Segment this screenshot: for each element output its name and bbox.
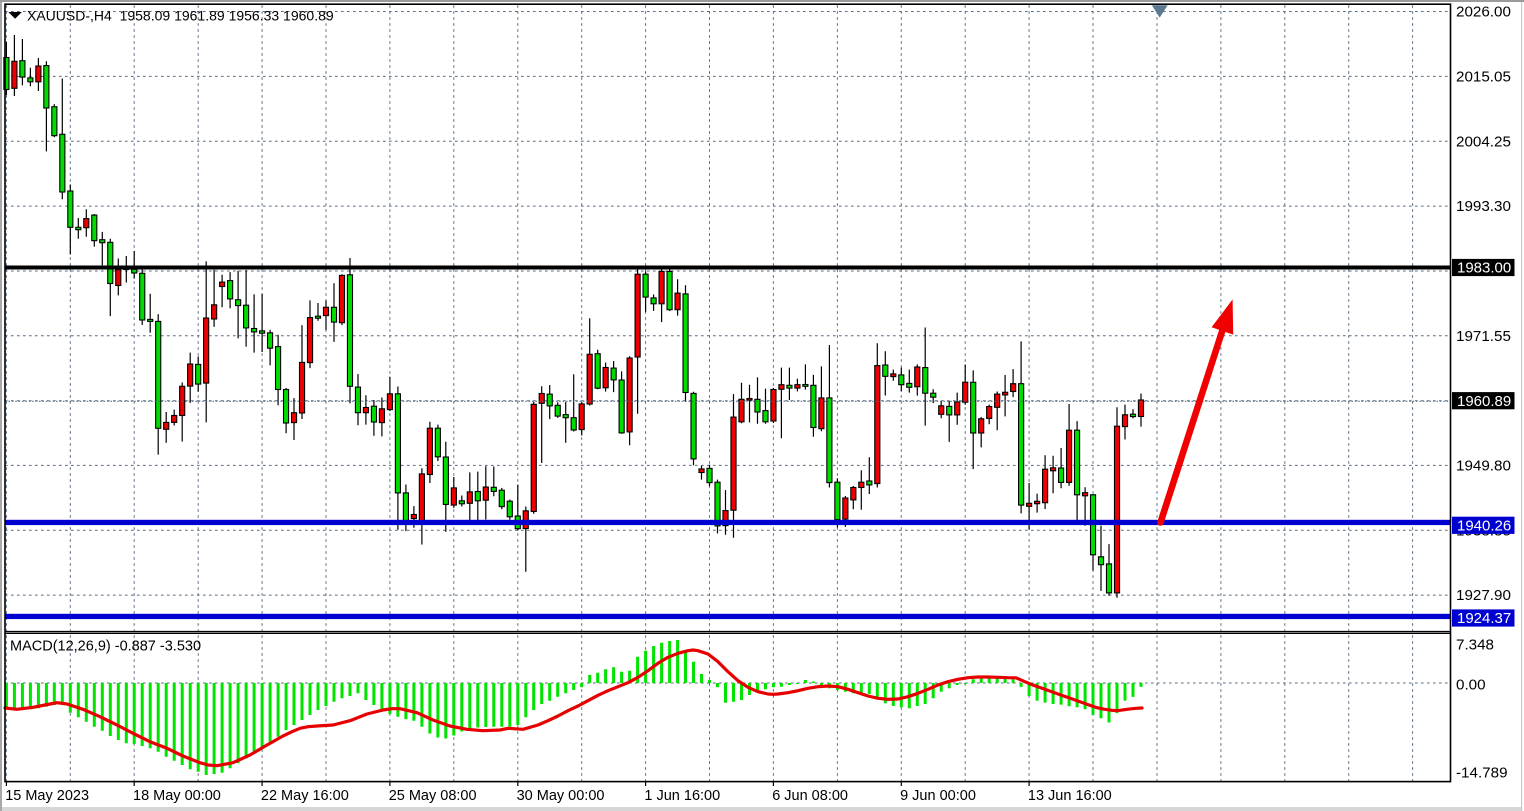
svg-text:XAUUSD-,H4 1958.09 1961.89 19: XAUUSD-,H4 1958.09 1961.89 1956.33 1960.… xyxy=(27,7,334,23)
svg-text:9 Jun 00:00: 9 Jun 00:00 xyxy=(900,788,976,804)
svg-text:-14.789: -14.789 xyxy=(1456,764,1508,781)
svg-text:0.00: 0.00 xyxy=(1456,676,1486,693)
svg-text:1 Jun 16:00: 1 Jun 16:00 xyxy=(644,788,720,804)
svg-text:7.348: 7.348 xyxy=(1456,637,1494,654)
svg-text:13 Jun 16:00: 13 Jun 16:00 xyxy=(1028,788,1112,804)
svg-text:1940.26: 1940.26 xyxy=(1457,518,1511,535)
svg-text:6 Jun 08:00: 6 Jun 08:00 xyxy=(772,788,848,804)
svg-text:1993.30: 1993.30 xyxy=(1456,198,1511,215)
svg-text:2004.25: 2004.25 xyxy=(1456,133,1511,150)
svg-text:1927.90: 1927.90 xyxy=(1456,587,1511,604)
svg-text:MACD(12,26,9) -0.887 -3.530: MACD(12,26,9) -0.887 -3.530 xyxy=(10,639,201,655)
svg-text:30 May 00:00: 30 May 00:00 xyxy=(517,788,605,804)
svg-text:1924.37: 1924.37 xyxy=(1457,610,1511,627)
svg-text:1960.89: 1960.89 xyxy=(1457,393,1511,410)
svg-text:1983.00: 1983.00 xyxy=(1457,260,1511,277)
svg-text:22 May 16:00: 22 May 16:00 xyxy=(261,788,349,804)
svg-text:18 May 00:00: 18 May 00:00 xyxy=(133,788,221,804)
svg-text:2015.05: 2015.05 xyxy=(1456,68,1511,85)
svg-text:2026.00: 2026.00 xyxy=(1456,4,1511,21)
svg-text:15 May 2023: 15 May 2023 xyxy=(5,788,89,804)
svg-text:25 May 08:00: 25 May 08:00 xyxy=(389,788,477,804)
svg-text:1949.80: 1949.80 xyxy=(1456,457,1511,474)
svg-text:1971.55: 1971.55 xyxy=(1456,328,1511,345)
